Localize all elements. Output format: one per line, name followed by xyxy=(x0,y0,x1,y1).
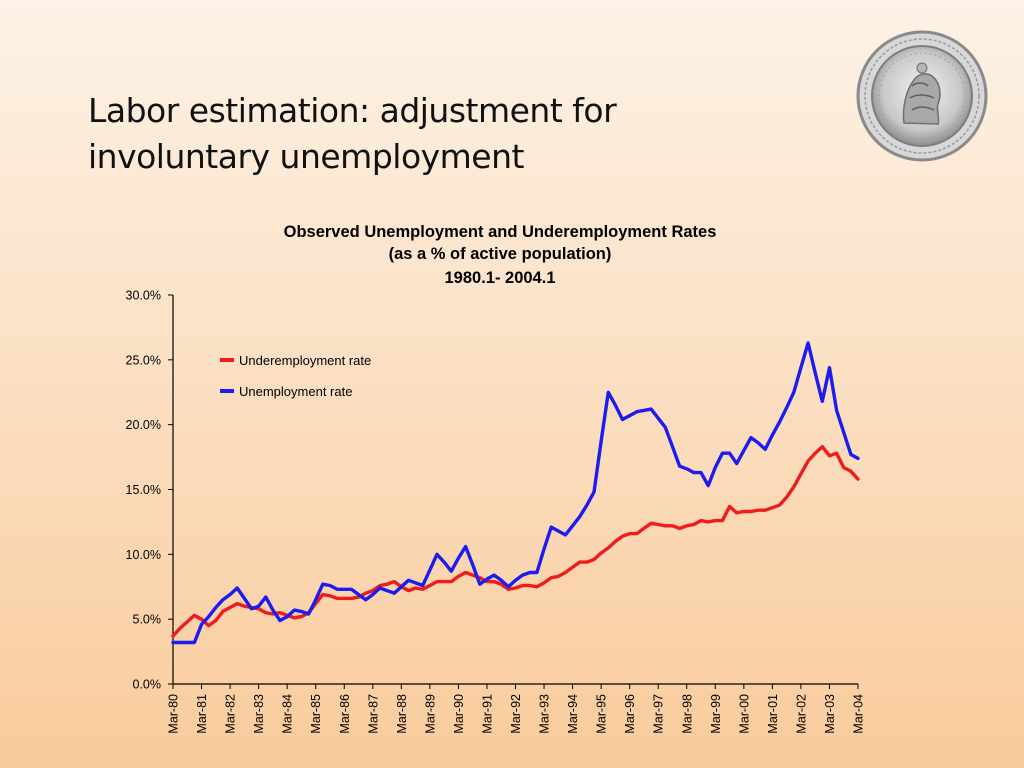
y-tick-label: 25.0% xyxy=(126,353,161,367)
x-tick-label: Mar-82 xyxy=(224,694,238,734)
x-tick-label: Mar-04 xyxy=(852,694,866,734)
y-tick-label: 5.0% xyxy=(133,613,162,627)
x-tick-label: Mar-98 xyxy=(680,694,694,734)
institution-seal-icon xyxy=(856,30,988,162)
slide-title-line-1: Labor estimation: adjustment for xyxy=(88,91,617,130)
legend-label: Unemployment rate xyxy=(239,384,352,399)
x-tick-label: Mar-80 xyxy=(167,694,181,734)
y-tick-label: 10.0% xyxy=(126,548,161,562)
y-axis: 0.0% 5.0% 10.0% 15.0% 20.0% 25.0% 30.0% xyxy=(126,289,174,692)
x-tick-label: Mar-94 xyxy=(566,694,580,734)
legend: Underemployment rate Unemployment rate xyxy=(220,353,371,399)
chart-subtitle-line: (as a % of active population) xyxy=(389,245,612,263)
x-tick-label: Mar-87 xyxy=(366,694,380,734)
x-tick-label: Mar-91 xyxy=(480,694,494,734)
x-tick-label: Mar-88 xyxy=(395,694,409,734)
series-layer xyxy=(171,341,860,645)
x-tick-label: Mar-00 xyxy=(737,694,751,734)
x-tick-label: Mar-95 xyxy=(595,694,609,734)
slide-title: Labor estimation: adjustment for involun… xyxy=(88,88,728,180)
x-tick-label: Mar-97 xyxy=(652,694,666,734)
chart-title: Observed Unemployment and Underemploymen… xyxy=(284,223,717,287)
chart-title-line: Observed Unemployment and Underemploymen… xyxy=(284,223,717,241)
x-tick-label: Mar-92 xyxy=(509,694,523,734)
y-tick-label: 20.0% xyxy=(126,418,161,432)
x-tick-label: Mar-86 xyxy=(338,694,352,734)
y-tick-label: 30.0% xyxy=(126,289,161,303)
series-line-0 xyxy=(171,445,860,638)
legend-label: Underemployment rate xyxy=(239,353,371,368)
x-tick-label: Mar-02 xyxy=(794,694,808,734)
x-tick-label: Mar-84 xyxy=(281,694,295,734)
x-tick-label: Mar-81 xyxy=(195,694,209,734)
x-tick-label: Mar-96 xyxy=(623,694,637,734)
x-axis: Mar-80 Mar-81 Mar-82 Mar-83 Mar-84 Mar-85 Mar-… xyxy=(167,683,866,734)
slide-title-line-2: involuntary unemployment xyxy=(88,137,524,176)
y-tick-label: 15.0% xyxy=(126,483,161,497)
x-tick-label: Mar-90 xyxy=(452,694,466,734)
x-tick-label: Mar-83 xyxy=(252,694,266,734)
x-tick-label: Mar-01 xyxy=(766,694,780,734)
series-line-1 xyxy=(171,341,860,645)
x-tick-label: Mar-03 xyxy=(823,694,837,734)
x-tick-label: Mar-89 xyxy=(423,694,437,734)
x-tick-label: Mar-93 xyxy=(538,694,552,734)
chart-period-line: 1980.1- 2004.1 xyxy=(444,269,555,287)
x-tick-label: Mar-85 xyxy=(309,694,323,734)
y-tick-label: 0.0% xyxy=(133,678,162,692)
x-tick-label: Mar-99 xyxy=(709,694,723,734)
